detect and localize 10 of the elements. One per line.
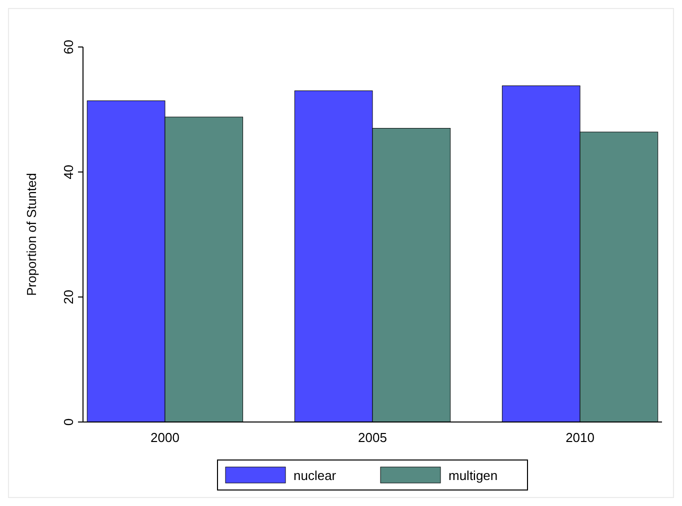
legend-label: multigen xyxy=(448,468,498,483)
x-tick-label: 2000 xyxy=(150,430,180,445)
y-tick-label: 40 xyxy=(61,164,76,180)
x-tick-label: 2005 xyxy=(358,430,387,445)
y-tick-label: 0 xyxy=(61,418,76,426)
legend-label: nuclear xyxy=(294,468,337,483)
y-tick-label: 60 xyxy=(61,40,76,54)
y-tick-label: 20 xyxy=(61,290,76,304)
x-tick-label: 2010 xyxy=(566,430,594,445)
y-axis-title: Proportion of Stunted xyxy=(24,173,39,296)
